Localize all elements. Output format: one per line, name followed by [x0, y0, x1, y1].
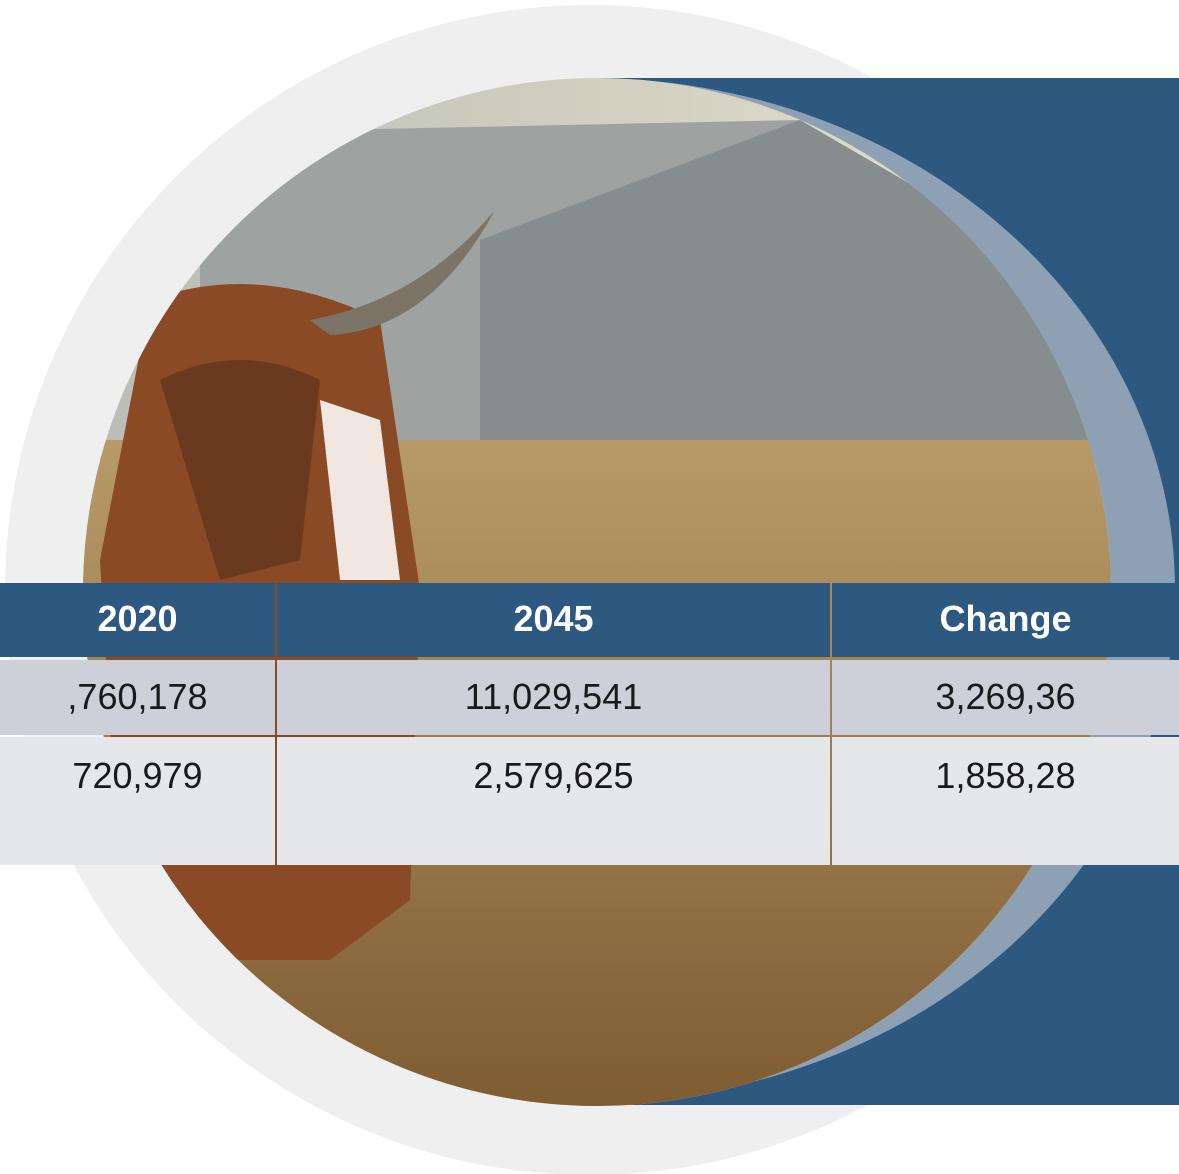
table-cell: 720,979 — [0, 737, 275, 865]
header-cell: 2020 — [0, 583, 275, 657]
table-cell: 11,029,541 — [277, 660, 830, 735]
table-cell: 3,269,36 — [832, 660, 1179, 735]
table-cell: 2,579,625 — [277, 737, 830, 865]
table-cell: ,760,178 — [0, 660, 275, 735]
table-cell: 1,858,28 — [832, 737, 1179, 865]
header-cell: 2045 — [277, 583, 830, 657]
header-cell: Change — [832, 583, 1179, 657]
